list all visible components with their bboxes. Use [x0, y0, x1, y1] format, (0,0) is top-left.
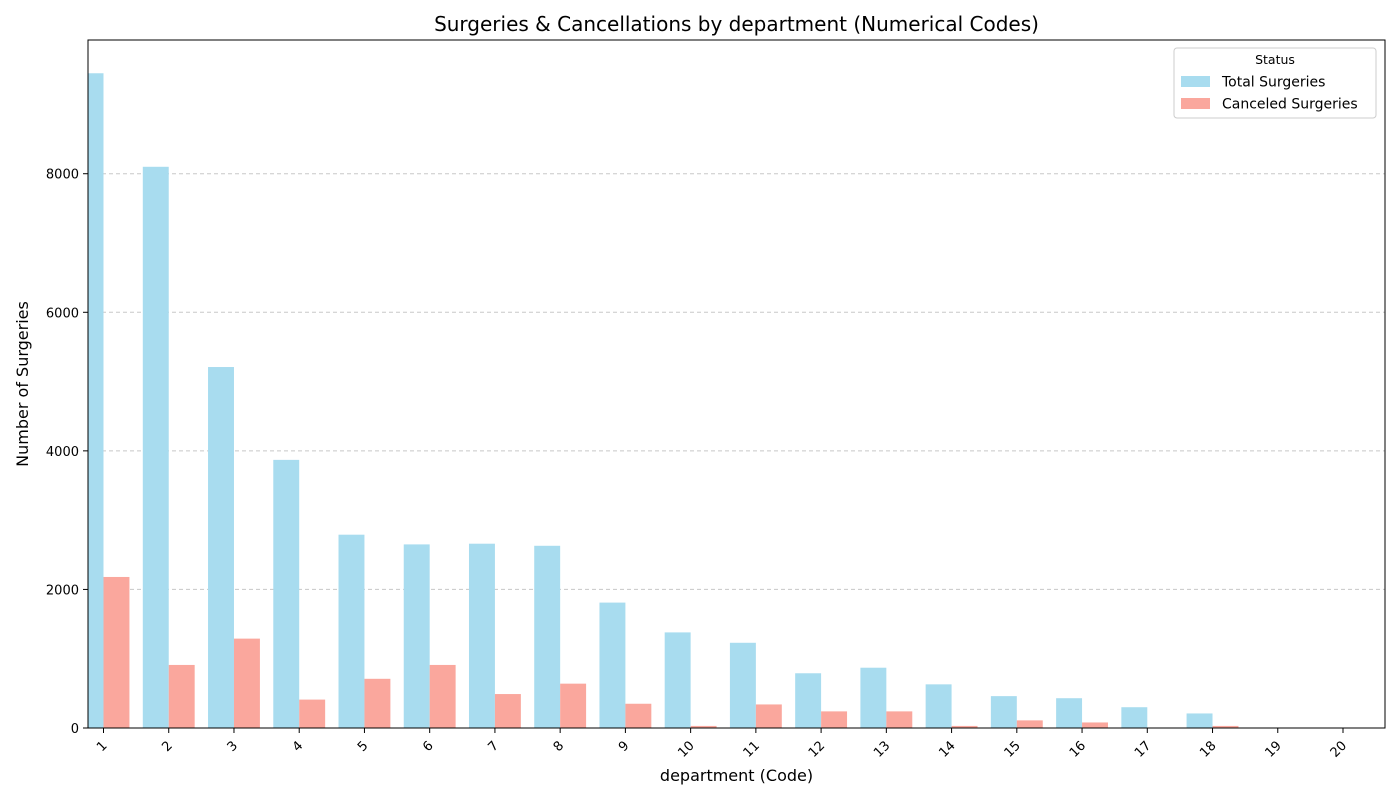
- bar-total-12: [795, 673, 822, 728]
- x-tick-label: 10: [675, 738, 697, 760]
- x-tick-label: 8: [551, 738, 567, 754]
- bar-total-18: [1186, 713, 1213, 728]
- x-tick-label: 16: [1067, 738, 1089, 760]
- x-tick-label: 13: [871, 738, 893, 760]
- y-tick-label: 6000: [46, 306, 79, 321]
- legend-swatch-0: [1181, 76, 1210, 87]
- bar-canceled-3: [233, 638, 260, 728]
- bar-canceled-2: [168, 664, 195, 728]
- bar-canceled-8: [560, 683, 587, 728]
- x-axis-ticks: 1 2 3 4 5 6 7 8 9 10 11 12 13 14 15 16 17 18 19 20: [94, 728, 1350, 761]
- bar-canceled-7: [494, 694, 521, 728]
- x-tick-label: 19: [1263, 738, 1285, 760]
- bar-total-9: [599, 602, 626, 728]
- x-tick-label: 2: [159, 738, 175, 754]
- x-tick-label: 20: [1328, 738, 1350, 760]
- bar-total-13: [860, 667, 887, 728]
- y-tick-label: 2000: [46, 583, 79, 598]
- x-tick-label: 17: [1132, 738, 1154, 760]
- bar-total-14: [925, 684, 952, 728]
- bar-canceled-9: [625, 703, 652, 728]
- bar-total-16: [1056, 698, 1083, 728]
- bar-canceled-12: [821, 711, 848, 728]
- bar-total-17: [1121, 707, 1148, 728]
- legend: Status Total Surgeries Canceled Surgeries: [1173, 47, 1377, 119]
- bar-canceled-6: [429, 664, 456, 728]
- legend-title: Status: [1255, 52, 1295, 67]
- legend-swatch-1: [1181, 98, 1210, 109]
- x-tick-label: 3: [225, 738, 241, 754]
- y-tick-label: 4000: [46, 445, 79, 460]
- bar-canceled-14: [951, 725, 978, 728]
- bar-total-11: [729, 642, 756, 728]
- bar-canceled-5: [364, 678, 391, 728]
- bar-total-5: [338, 534, 365, 728]
- y-axis-label: Number of Surgeries: [13, 301, 32, 467]
- plot-frame: [87, 39, 1386, 729]
- bar-total-7: [468, 543, 495, 728]
- bar-total-3: [208, 367, 234, 728]
- legend-label-1: Canceled Surgeries: [1222, 97, 1358, 113]
- x-tick-label: 14: [936, 738, 958, 760]
- chart-title: Surgeries & Cancellations by department …: [434, 12, 1039, 36]
- x-axis-label: department (Code): [660, 766, 813, 785]
- bar-total-15: [990, 696, 1017, 728]
- bar-canceled-1: [103, 576, 130, 728]
- gridlines: [88, 173, 1385, 590]
- x-tick-label: 11: [741, 738, 763, 760]
- bar-total-10: [664, 632, 691, 728]
- legend-box: [1173, 47, 1377, 119]
- bar-canceled-15: [1016, 720, 1043, 728]
- x-tick-label: 5: [355, 738, 371, 754]
- y-tick-label: 8000: [46, 168, 79, 183]
- bar-total-2: [142, 166, 169, 729]
- x-tick-label: 4: [290, 738, 306, 754]
- bar-total-1: [88, 73, 104, 729]
- bar-total-4: [273, 459, 300, 728]
- bar-canceled-11: [755, 704, 782, 728]
- legend-items: Total Surgeries Canceled Surgeries: [1181, 75, 1358, 113]
- bar-canceled-13: [886, 711, 913, 728]
- y-tick-label: 0: [71, 722, 79, 737]
- x-tick-label: 18: [1197, 738, 1219, 760]
- bar-canceled-18: [1212, 725, 1239, 728]
- bar-canceled-4: [299, 699, 326, 728]
- bar-canceled-16: [1082, 722, 1108, 728]
- bar-canceled-10: [690, 725, 717, 728]
- bar-total-6: [403, 544, 430, 728]
- x-tick-label: 7: [486, 738, 502, 754]
- x-tick-label: 1: [94, 738, 110, 754]
- x-tick-label: 6: [420, 738, 436, 754]
- x-tick-label: 15: [1002, 738, 1024, 760]
- bars: [88, 73, 1239, 729]
- y-axis-ticks: 0 2000 4000 6000 8000: [46, 168, 88, 737]
- x-tick-label: 12: [806, 738, 828, 760]
- bar-total-8: [534, 545, 561, 728]
- legend-label-0: Total Surgeries: [1221, 75, 1325, 91]
- x-tick-label: 9: [616, 738, 632, 754]
